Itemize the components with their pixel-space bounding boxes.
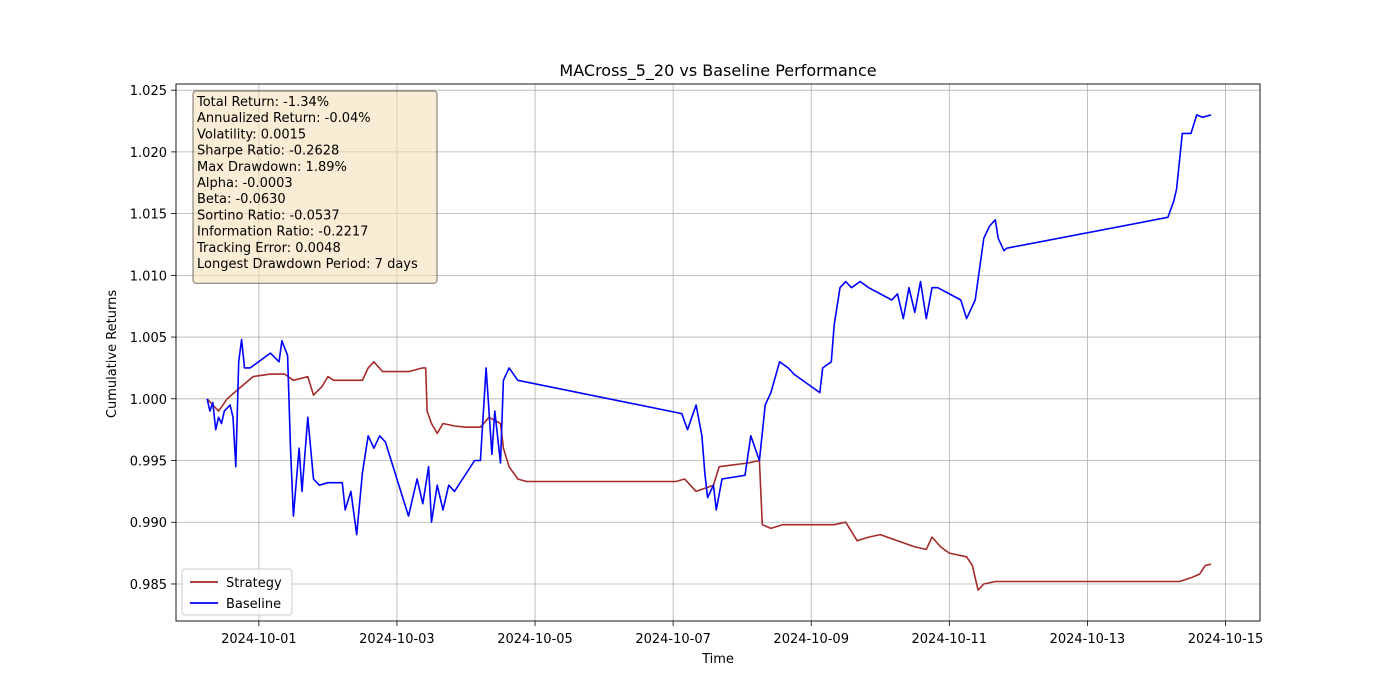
y-tick-label: 0.985 — [130, 578, 167, 593]
x-tick-label: 2024-10-13 — [1050, 632, 1126, 647]
stats-line: Information Ratio: -0.2217 — [197, 225, 368, 240]
y-tick-label: 1.010 — [130, 269, 167, 284]
x-tick-label: 2024-10-11 — [912, 632, 988, 647]
series-line-strategy — [206, 361, 1212, 591]
stats-box — [192, 90, 438, 284]
x-tick-label: 2024-10-03 — [359, 632, 435, 647]
y-tick-label: 0.990 — [130, 516, 167, 531]
stats-line: Beta: -0.0630 — [197, 192, 286, 207]
axes-frame — [175, 83, 1261, 622]
stats-line: Alpha: -0.0003 — [197, 176, 293, 191]
legend-label-strategy: Strategy — [226, 576, 282, 591]
series-line-baseline — [206, 114, 1212, 536]
x-tick-label: 2024-10-07 — [635, 632, 711, 647]
stats-line: Annualized Return: -0.04% — [197, 111, 371, 126]
x-tick-label: 2024-10-01 — [221, 632, 297, 647]
x-tick-label: 2024-10-05 — [497, 632, 573, 647]
stats-line: Sortino Ratio: -0.0537 — [197, 208, 340, 223]
x-axis-label: Time — [701, 652, 734, 667]
stats-line: Longest Drawdown Period: 7 days — [197, 257, 418, 272]
legend-label-baseline: Baseline — [226, 597, 281, 612]
x-tick-label: 2024-10-15 — [1188, 632, 1264, 647]
stats-line: Volatility: 0.0015 — [197, 127, 306, 142]
y-tick-label: 1.025 — [130, 84, 167, 99]
stats-line: Sharpe Ratio: -0.2628 — [197, 144, 339, 159]
stats-line: Total Return: -1.34% — [196, 95, 329, 110]
y-axis-label: Cumulative Returns — [105, 290, 120, 418]
stats-line: Max Drawdown: 1.89% — [197, 160, 347, 175]
y-tick-label: 0.995 — [130, 455, 167, 470]
y-tick-label: 1.020 — [130, 146, 167, 161]
y-tick-label: 1.015 — [130, 208, 167, 223]
y-tick-label: 1.005 — [130, 331, 167, 346]
y-tick-label: 1.000 — [130, 393, 167, 408]
plot-area: 2024-10-01 2024-10-03 2024-10-05 2024-10-07… — [130, 83, 1264, 647]
x-tick-label: 2024-10-09 — [773, 632, 849, 647]
stats-line: Tracking Error: 0.0048 — [196, 241, 341, 256]
chart-title: MACross_5_20 vs Baseline Performance — [559, 61, 876, 81]
